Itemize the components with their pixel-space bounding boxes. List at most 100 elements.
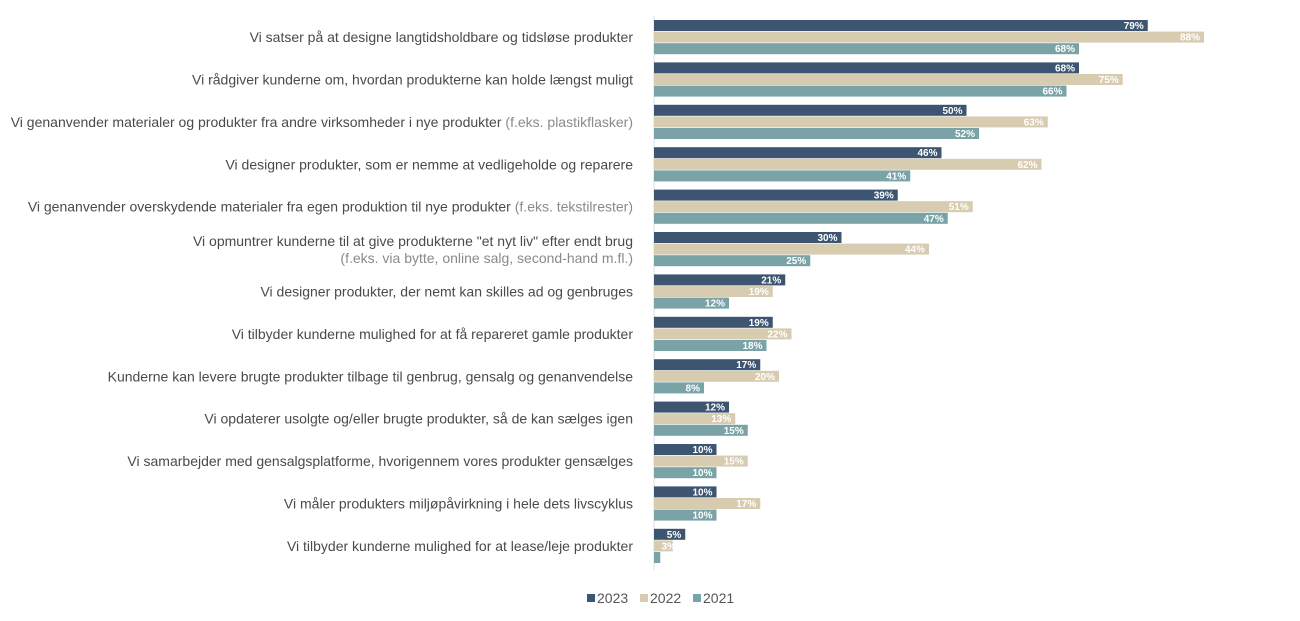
bar-2022: [654, 116, 1048, 128]
category-label: Vi måler produkters miljøpåvirkning i he…: [284, 496, 633, 512]
bar-2022: [654, 31, 1204, 43]
bar-label-2023: 17%: [736, 360, 756, 371]
bar-label-2023: 10%: [692, 445, 712, 456]
bar-2021: [654, 170, 911, 182]
bar-label-2022: 51%: [949, 202, 969, 213]
bar-label-2022: 62%: [1017, 160, 1037, 171]
category-label-main: Vi tilbyder kunderne mulighed for at lea…: [287, 538, 633, 554]
category-label: Vi rådgiver kunderne om, hvordan produkt…: [192, 72, 633, 88]
bar-2023: [654, 20, 1148, 31]
bar-2023: [654, 528, 686, 540]
bar-label-2022: 15%: [724, 457, 744, 468]
bar-label-2022: 17%: [736, 499, 756, 510]
category-label: Vi designer produkter, som er nemme at v…: [225, 156, 633, 172]
bar-2022: [654, 455, 748, 467]
bar-label-2021: 18%: [742, 341, 762, 352]
bar-label-2021: 10%: [692, 511, 712, 522]
bar-2021: [654, 255, 811, 267]
bar-2023: [654, 62, 1079, 74]
bar-label-2022: 19%: [749, 287, 769, 298]
category-label: Vi opmuntrer kunderne til at give produk…: [193, 233, 633, 249]
bar-2023: [654, 189, 898, 201]
category-label-main: Vi måler produkters miljøpåvirkning i he…: [284, 496, 633, 512]
bar-2022: [654, 158, 1042, 170]
bar-label-2021: 68%: [1055, 44, 1075, 55]
bar-label-2023: 19%: [749, 318, 769, 329]
bar-label-2021: 25%: [786, 256, 806, 267]
bar-data-labels: 79% 88% 68% 68% 75% 66% 50% 63% 52% 46% 62% 41% 39% 5…: [662, 21, 1201, 552]
legend-swatch-2023: [587, 594, 595, 602]
bar-2022: [654, 243, 929, 255]
bar-label-2022: 3%: [662, 541, 677, 552]
bar-label-2021: 10%: [692, 468, 712, 479]
category-label-main: Vi rådgiver kunderne om, hvordan produkt…: [192, 72, 633, 88]
bar-2023: [654, 486, 717, 498]
category-label: Vi designer produkter, der nemt kan skil…: [260, 284, 633, 300]
bar-label-2021: 8%: [686, 383, 701, 394]
category-label: Vi samarbejder med gensalgsplatforme, hv…: [127, 453, 633, 469]
category-label: Vi satser på at designe langtidsholdbare…: [250, 29, 634, 45]
category-label: Vi genanvender materialer og produkter f…: [11, 114, 633, 130]
bar-label-2022: 75%: [1099, 75, 1119, 86]
bar-2021: [654, 340, 767, 351]
bar-2021: [654, 128, 979, 139]
bar-label-2022: 88%: [1180, 33, 1200, 44]
bar-2022: [654, 498, 761, 509]
bar-2022: [654, 370, 779, 382]
bar-label-2021: 15%: [724, 426, 744, 437]
category-label: Vi opdaterer usolgte og/eller brugte pro…: [204, 411, 633, 427]
bar-label-2021: 41%: [886, 171, 906, 182]
bar-label-2022: 44%: [905, 245, 925, 256]
bar-label-2021: 47%: [924, 214, 944, 225]
bar-2022: [654, 286, 773, 297]
bar-label-2021: 52%: [955, 129, 975, 140]
bar-2021: [654, 424, 748, 436]
bar-2023: [654, 401, 729, 413]
category-label-main: Vi tilbyder kunderne mulighed for at få …: [232, 326, 634, 342]
category-label-main: Vi satser på at designe langtidsholdbare…: [250, 29, 634, 45]
bar-2022: [654, 74, 1123, 85]
bar-2021: [654, 85, 1067, 97]
bar-2023: [654, 147, 942, 159]
category-label: Vi genanvender overskydende materialer f…: [28, 199, 633, 215]
bar-label-2023: 5%: [667, 530, 682, 541]
bar-label-2023: 50%: [942, 106, 962, 117]
bar-2023: [654, 359, 761, 371]
legend-label-2023: 2023: [597, 590, 628, 606]
bar-label-2021: 12%: [705, 299, 725, 310]
category-label-note: (f.eks. tekstilrester): [511, 199, 633, 215]
category-label: Vi tilbyder kunderne mulighed for at lea…: [287, 538, 633, 554]
category-label-main: Vi genanvender materialer og produkter f…: [11, 114, 502, 130]
category-label-main: Vi designer produkter, der nemt kan skil…: [260, 284, 633, 300]
bar-2023: [654, 274, 786, 286]
legend: 2023 2022 2021: [587, 590, 734, 606]
bar-2021: [654, 212, 948, 224]
bar-2023: [654, 232, 842, 243]
bar-2022: [654, 201, 973, 213]
bar-2022: [654, 413, 736, 425]
category-labels: Vi satser på at designe langtidsholdbare…: [11, 29, 634, 554]
legend-swatch-2022: [640, 594, 648, 602]
bar-2021: [654, 552, 661, 563]
bar-2022: [654, 540, 673, 552]
bar-label-2023: 46%: [917, 148, 937, 159]
bar-label-2022: 20%: [755, 372, 775, 383]
legend-label-2022: 2022: [650, 590, 681, 606]
bar-label-2022: 22%: [767, 329, 787, 340]
bar-2023: [654, 444, 717, 455]
category-label: Vi tilbyder kunderne mulighed for at få …: [232, 326, 634, 342]
legend-swatch-2021: [693, 594, 701, 602]
bar-2021: [654, 43, 1079, 55]
category-label-note: (f.eks. via bytte, online salg, second-h…: [340, 250, 633, 266]
bar-2021: [654, 509, 717, 521]
bar-2023: [654, 316, 773, 328]
legend-label-2021: 2021: [703, 590, 734, 606]
bar-2022: [654, 328, 792, 340]
bar-label-2023: 21%: [761, 275, 781, 286]
category-label-main: Vi genanvender overskydende materialer f…: [28, 199, 511, 215]
category-label-main: Vi designer produkter, som er nemme at v…: [225, 156, 633, 172]
bar-label-2023: 79%: [1124, 21, 1144, 32]
bar-label-2021: 66%: [1042, 87, 1062, 98]
